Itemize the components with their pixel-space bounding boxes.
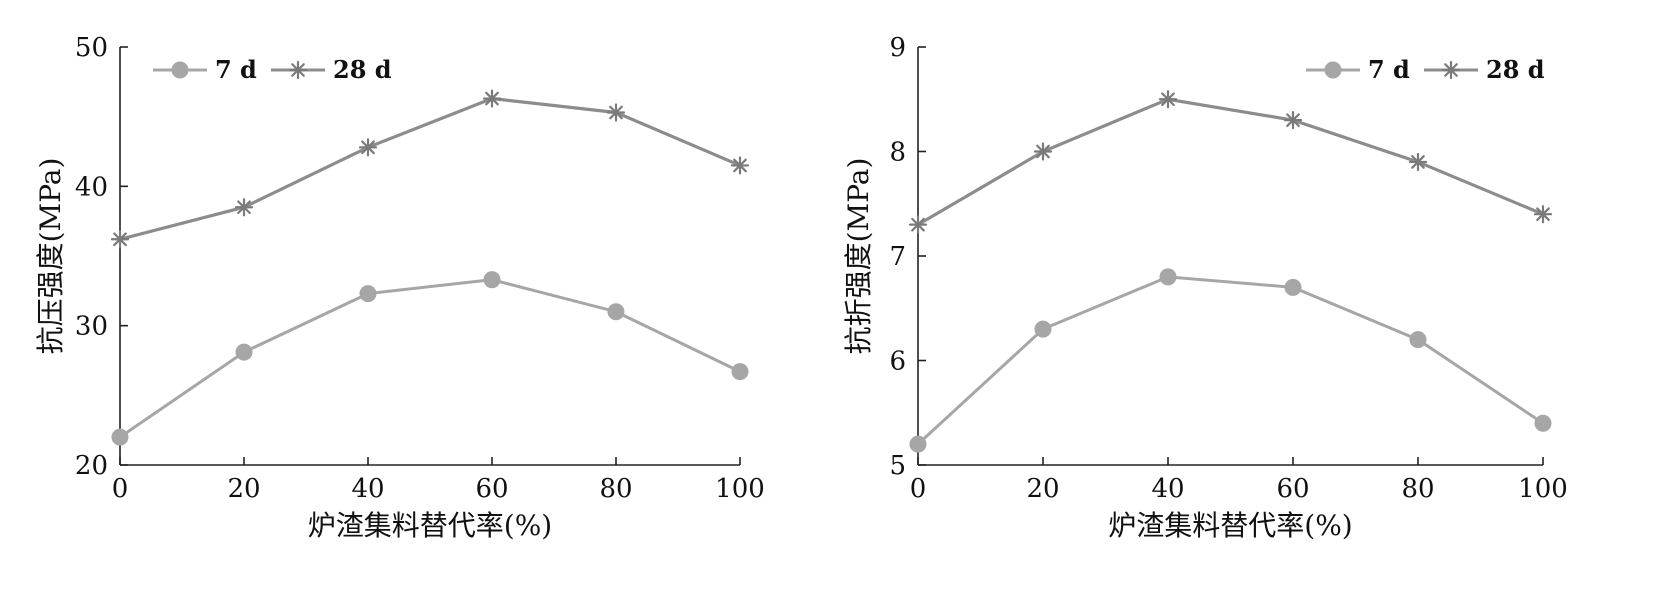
y-tick-label: 6: [889, 347, 906, 377]
data-point-28d: [110, 230, 130, 249]
legend-marker: [1324, 61, 1342, 79]
data-point-28d: [1158, 90, 1178, 109]
data-point-28d: [1533, 205, 1553, 224]
x-tick-label: 0: [910, 474, 927, 504]
data-point-28d: [358, 138, 378, 157]
data-point-7d: [1159, 268, 1177, 286]
data-point-28d: [1408, 152, 1428, 172]
x-tick-label: 100: [1518, 474, 1568, 504]
data-point-28d-stroke-3: [361, 140, 375, 155]
series-line-28d: [917, 97, 1544, 227]
x-tick-label: 20: [227, 474, 260, 504]
data-point-7d: [731, 363, 749, 381]
data-point-28d: [908, 215, 928, 234]
data-point-28d: [234, 198, 254, 217]
data-point-28d: [1283, 111, 1303, 130]
y-tick-label: 50: [75, 33, 108, 63]
legend-label: 7 d: [1368, 55, 1410, 84]
data-point-28d-stroke-3: [485, 91, 499, 106]
data-point-7d: [111, 428, 129, 446]
y-axis-title: 抗折强度(MPa): [842, 158, 875, 355]
legend-marker: [288, 60, 308, 80]
data-point-28d: [606, 103, 626, 122]
x-tick-label: 100: [715, 474, 765, 504]
y-tick-label: 20: [75, 451, 108, 481]
x-tick-label: 80: [599, 474, 632, 504]
x-tick-label: 20: [1026, 474, 1059, 504]
y-tick-label: 7: [889, 242, 906, 272]
data-point-28d-stroke-3: [911, 217, 925, 232]
legend-item-7d: 7 d: [1306, 55, 1410, 84]
x-tick-label: 60: [1276, 474, 1309, 504]
legend-label: 7 d: [215, 55, 257, 84]
legend-marker: [1441, 60, 1461, 80]
data-point-28d-stroke-3: [733, 158, 747, 173]
legend-item-28d: 28 d: [1424, 55, 1545, 84]
x-axis-title: 炉渣集料替代率(%): [308, 509, 552, 542]
legend-label: 28 d: [1486, 55, 1545, 84]
data-point-7d: [1409, 331, 1427, 349]
data-point-7d: [235, 343, 253, 361]
data-point-7d: [1534, 414, 1552, 432]
y-tick-label: 5: [889, 451, 906, 481]
data-point-28d-stroke-3: [237, 200, 251, 215]
x-tick-label: 80: [1401, 474, 1434, 504]
data-point-7d: [483, 271, 501, 289]
data-point-28d-stroke-3: [1536, 207, 1550, 222]
data-point-28d: [1033, 142, 1053, 161]
data-point-28d-stroke-3: [1411, 155, 1425, 169]
legend-item-28d: 28 d: [271, 55, 392, 84]
y-tick-label: 40: [75, 172, 108, 202]
legend-marker-stroke-3: [1444, 63, 1458, 77]
x-tick-label: 40: [1151, 474, 1184, 504]
data-point-7d: [359, 285, 377, 303]
data-point-7d: [1034, 320, 1052, 338]
data-point-28d-stroke-3: [1036, 144, 1050, 159]
data-point-28d: [482, 89, 502, 108]
y-tick-label: 8: [889, 138, 906, 168]
x-tick-label: 0: [112, 474, 129, 504]
legend-marker: [171, 61, 189, 79]
legend-label: 28 d: [333, 55, 392, 84]
series-line-28d: [119, 96, 741, 241]
series-line-7d: [119, 278, 741, 439]
data-point-28d: [730, 156, 750, 175]
y-tick-label: 9: [889, 33, 906, 63]
x-tick-label: 60: [475, 474, 508, 504]
data-point-28d-stroke-3: [113, 232, 127, 247]
data-point-28d-stroke-3: [1161, 92, 1175, 107]
chart-panel-2: 5 6 7 8 9 0 20 40 60 80 100 炉渣集料替代率(%) 抗折强度(MPa) 7 d 2…: [842, 33, 1568, 542]
y-axis-title: 抗压强度(MPa): [34, 158, 67, 355]
data-point-7d: [909, 435, 927, 453]
legend-marker-stroke-3: [291, 63, 305, 77]
x-axis-title: 炉渣集料替代率(%): [1108, 509, 1352, 542]
y-tick-label: 30: [75, 312, 108, 342]
x-tick-label: 40: [351, 474, 384, 504]
data-point-7d: [1284, 278, 1302, 296]
legend-item-7d: 7 d: [153, 55, 257, 84]
series-line-7d: [916, 275, 1544, 446]
data-point-7d: [607, 303, 625, 321]
data-point-28d-stroke-3: [609, 105, 623, 120]
data-point-28d-stroke-3: [1286, 113, 1300, 128]
